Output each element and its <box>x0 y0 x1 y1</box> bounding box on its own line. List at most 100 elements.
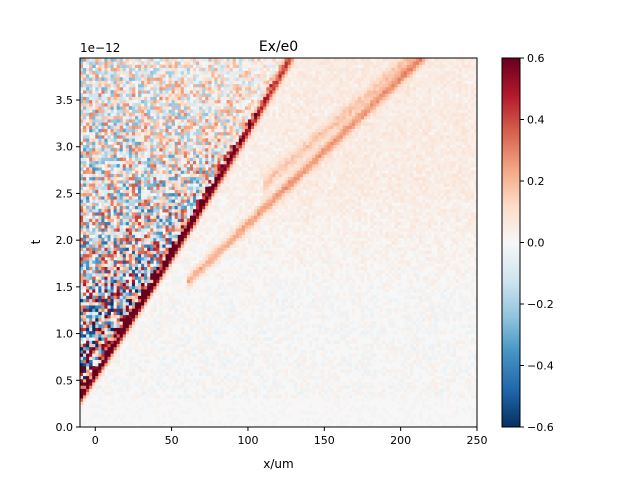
heatmap-cell <box>443 423 447 427</box>
heatmap-cell <box>321 369 325 373</box>
heatmap-cell <box>470 321 475 325</box>
heatmap-cell <box>272 285 276 290</box>
heatmap-cell <box>461 272 466 277</box>
heatmap-cell <box>440 295 444 300</box>
heatmap-cell <box>153 346 157 351</box>
heatmap-cell <box>351 327 356 332</box>
heatmap-cell <box>470 340 475 344</box>
heatmap-cell <box>458 337 463 341</box>
heatmap-cell <box>290 237 295 242</box>
heatmap-cell <box>89 301 93 306</box>
heatmap-cell <box>437 247 441 251</box>
heatmap-cell <box>180 330 185 335</box>
heatmap-cell <box>330 269 334 274</box>
heatmap-cell <box>324 256 328 261</box>
heatmap-cell <box>470 272 475 277</box>
heatmap-cell <box>159 266 163 271</box>
heatmap-cell <box>125 346 130 351</box>
heatmap-cell <box>449 359 453 364</box>
heatmap-cell <box>150 260 154 264</box>
heatmap-cell <box>321 272 325 277</box>
heatmap-cell <box>177 340 182 344</box>
heatmap-cell <box>165 317 169 322</box>
heatmap-cell <box>293 276 298 280</box>
heatmap-cell <box>440 215 444 219</box>
heatmap-cell <box>134 224 139 229</box>
heatmap-cell <box>345 253 350 258</box>
heatmap-cell <box>367 349 371 354</box>
heatmap-cell <box>214 276 218 280</box>
heatmap-cell <box>86 289 90 293</box>
heatmap-cell <box>107 333 111 338</box>
heatmap-cell <box>428 308 432 312</box>
heatmap-cell <box>394 324 398 328</box>
heatmap-cell <box>327 298 331 303</box>
heatmap-cell <box>165 311 169 316</box>
heatmap-cell <box>107 414 111 418</box>
heatmap-cell <box>382 314 386 319</box>
heatmap-cell <box>156 282 160 287</box>
heatmap-cell <box>370 285 374 290</box>
heatmap-cell <box>296 372 301 377</box>
heatmap-cell <box>351 250 356 255</box>
heatmap-cell <box>263 237 267 242</box>
heatmap-cell <box>293 327 298 332</box>
heatmap-cell <box>92 349 96 354</box>
heatmap-cell <box>144 244 148 248</box>
heatmap-cell <box>165 244 169 248</box>
heatmap-cell <box>254 321 258 325</box>
heatmap-cell <box>138 321 142 325</box>
heatmap-cell <box>141 221 145 226</box>
heatmap-cell <box>330 372 334 377</box>
heatmap-cell <box>312 231 316 235</box>
heatmap-cell <box>101 289 105 293</box>
heatmap-cell <box>159 212 163 216</box>
heatmap-cell <box>86 266 90 271</box>
heatmap-cell <box>391 385 395 389</box>
heatmap-cell <box>162 237 166 242</box>
heatmap-cell <box>415 356 420 361</box>
heatmap-cell <box>379 244 383 248</box>
heatmap-cell <box>266 359 270 364</box>
heatmap-cell <box>342 369 347 373</box>
heatmap-cell <box>440 369 444 373</box>
heatmap-cell <box>339 311 344 316</box>
heatmap-cell <box>254 337 258 341</box>
heatmap-cell <box>229 349 234 354</box>
heatmap-cell <box>101 369 105 373</box>
heatmap-cell <box>345 314 350 319</box>
heatmap-cell <box>116 276 121 280</box>
heatmap-cell <box>192 276 197 280</box>
heatmap-cell <box>232 417 237 421</box>
heatmap-cell <box>171 247 176 251</box>
heatmap-cell <box>208 269 212 274</box>
heatmap-cell <box>92 244 96 248</box>
heatmap-cell <box>189 298 194 303</box>
heatmap-cell <box>150 375 154 380</box>
heatmap-cell <box>397 382 402 386</box>
heatmap-cell <box>125 301 130 306</box>
heatmap-cell <box>183 237 188 242</box>
heatmap-cell <box>315 244 319 248</box>
heatmap-cell <box>333 276 337 280</box>
heatmap-cell <box>470 240 475 245</box>
heatmap-cell <box>113 305 118 309</box>
heatmap-cell <box>134 237 139 242</box>
heatmap-cell <box>293 247 298 251</box>
heatmap-cell <box>400 215 405 219</box>
heatmap-cell <box>177 298 182 303</box>
heatmap-cell <box>98 340 102 344</box>
heatmap-cell <box>473 250 477 255</box>
heatmap-cell <box>171 346 176 351</box>
heatmap-cell <box>138 272 142 277</box>
heatmap-cell <box>299 385 304 389</box>
heatmap-cell <box>302 247 307 251</box>
heatmap-cell <box>452 337 457 341</box>
heatmap-cell <box>192 385 197 389</box>
heatmap-cell <box>287 401 292 405</box>
heatmap-cell <box>156 215 160 219</box>
heatmap-cell <box>144 366 148 370</box>
heatmap-cell <box>260 295 264 300</box>
heatmap-cell <box>467 224 472 229</box>
heatmap-cell <box>342 330 347 335</box>
